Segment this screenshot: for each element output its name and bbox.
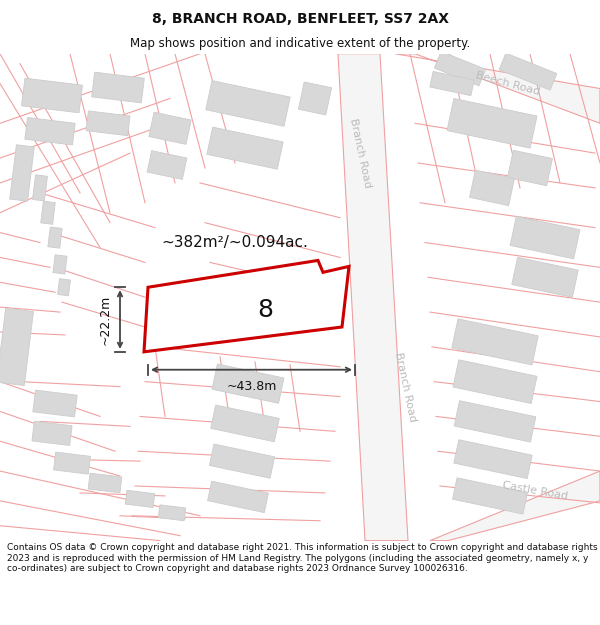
Polygon shape: [149, 112, 191, 144]
Polygon shape: [10, 145, 34, 201]
Text: 8: 8: [257, 298, 273, 322]
Polygon shape: [48, 227, 62, 248]
Polygon shape: [0, 308, 34, 386]
Polygon shape: [454, 440, 532, 479]
Polygon shape: [338, 54, 408, 541]
Polygon shape: [41, 201, 55, 224]
Polygon shape: [470, 170, 514, 206]
Polygon shape: [212, 364, 284, 403]
Text: Branch Road: Branch Road: [393, 351, 417, 423]
Polygon shape: [207, 127, 283, 169]
Polygon shape: [211, 405, 279, 442]
Polygon shape: [447, 99, 537, 148]
Polygon shape: [508, 150, 553, 186]
Polygon shape: [453, 360, 537, 404]
Polygon shape: [53, 452, 91, 474]
Polygon shape: [144, 261, 349, 352]
Polygon shape: [33, 390, 77, 417]
Text: Map shows position and indicative extent of the property.: Map shows position and indicative extent…: [130, 36, 470, 49]
Polygon shape: [452, 319, 538, 365]
Polygon shape: [434, 51, 485, 86]
Polygon shape: [395, 54, 600, 123]
Polygon shape: [92, 72, 145, 103]
Polygon shape: [25, 118, 75, 145]
Text: Contains OS data © Crown copyright and database right 2021. This information is : Contains OS data © Crown copyright and d…: [7, 543, 598, 573]
Polygon shape: [58, 279, 70, 296]
Polygon shape: [510, 216, 580, 259]
Text: ~22.2m: ~22.2m: [99, 294, 112, 344]
Polygon shape: [298, 82, 332, 115]
Polygon shape: [430, 71, 474, 96]
Text: ~382m²/~0.094ac.: ~382m²/~0.094ac.: [161, 235, 308, 250]
Polygon shape: [88, 473, 122, 493]
Polygon shape: [209, 444, 275, 478]
Polygon shape: [454, 401, 536, 442]
Polygon shape: [452, 478, 527, 514]
Polygon shape: [147, 151, 187, 179]
Polygon shape: [206, 81, 290, 126]
Polygon shape: [32, 421, 72, 446]
Polygon shape: [32, 175, 47, 201]
Polygon shape: [86, 111, 130, 136]
Text: Branch Road: Branch Road: [348, 118, 372, 189]
Text: Beech Road: Beech Road: [475, 70, 541, 97]
Text: 8, BRANCH ROAD, BENFLEET, SS7 2AX: 8, BRANCH ROAD, BENFLEET, SS7 2AX: [151, 12, 449, 26]
Polygon shape: [430, 471, 600, 541]
Polygon shape: [499, 53, 557, 90]
Text: ~43.8m: ~43.8m: [226, 379, 277, 392]
Polygon shape: [53, 255, 67, 274]
Polygon shape: [125, 490, 155, 508]
Polygon shape: [512, 258, 578, 298]
Polygon shape: [158, 505, 185, 521]
Polygon shape: [208, 481, 268, 512]
Text: Castle Road: Castle Road: [502, 480, 568, 502]
Polygon shape: [22, 78, 82, 112]
